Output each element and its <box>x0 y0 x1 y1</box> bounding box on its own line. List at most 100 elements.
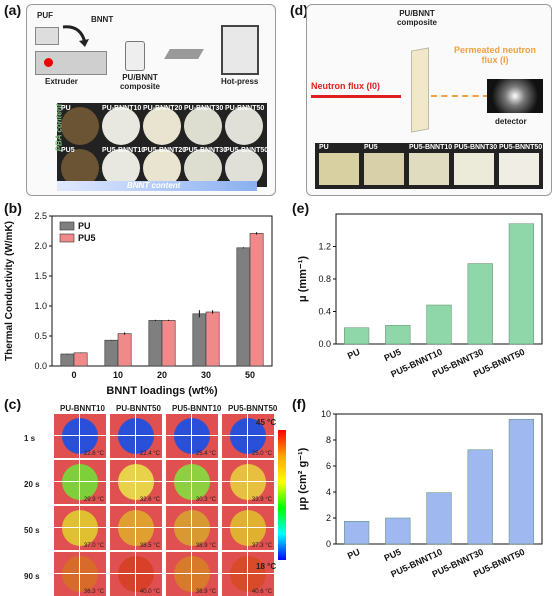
bar <box>385 517 411 545</box>
ir-cell: 38.9 °C <box>166 552 218 596</box>
bnnt-axis-label: BNNT content <box>127 181 181 190</box>
bar-pu5 <box>161 320 176 367</box>
y-tick-label: 2 <box>326 513 331 523</box>
ir-temp-readout: 37.3 °C <box>251 543 272 549</box>
ir-disk <box>230 418 266 454</box>
colorbar-min: 18 °C <box>256 562 277 571</box>
sample-disk <box>143 107 181 145</box>
ir-cell: 37.3 °C <box>222 506 274 550</box>
panel-d: PU/BNNT composite Neutron flux (I0) Perm… <box>306 4 552 196</box>
sample-label: PU-BNNT10 <box>102 105 142 112</box>
y-axis-label: Thermal Conductivity (W/mK) <box>4 221 15 361</box>
detector-label: detector <box>495 117 527 126</box>
ir-temp-readout: 33.9 °C <box>251 497 272 503</box>
ir-disk <box>230 510 266 546</box>
ir-cell: 40.6 °C <box>222 552 274 596</box>
bar-pu <box>104 339 119 367</box>
y-tick-label: 0 <box>326 539 331 549</box>
bar <box>343 327 370 345</box>
x-tick-label: PU5 <box>383 347 403 363</box>
sample-disk <box>102 107 140 145</box>
hotpress-label: Hot-press <box>221 77 259 86</box>
sample-disk <box>61 107 99 145</box>
ir-temp-readout: 22.4 °C <box>139 451 160 457</box>
ir-row-label: 1 s <box>24 434 36 443</box>
ir-temp-readout: 38.9 °C <box>195 589 216 595</box>
ir-cell: 40.0 °C <box>110 552 162 596</box>
bar-pu <box>192 313 207 367</box>
label-c: (c) <box>4 396 22 412</box>
square-sample-label: PU5-BNNT10 <box>409 144 453 151</box>
y-tick-label: 2.0 <box>34 241 47 251</box>
bnnt-axis-arrow <box>57 181 257 191</box>
label-a: (a) <box>4 2 22 18</box>
legend-label: PU5 <box>78 233 96 243</box>
legend-label: PU <box>78 221 91 231</box>
sample-grid: PU PU-BNNT10 PU-BNNT20 PU-BNNT30 PU-BNNT50 PU… <box>57 103 269 187</box>
x-tick-label: 20 <box>157 370 167 380</box>
bar <box>467 263 493 345</box>
sample-disk <box>184 107 222 145</box>
ir-col-label: PU-BNNT10 <box>60 404 105 413</box>
ir-cell: 22.6 °C <box>54 414 106 458</box>
ir-cell: 36.3 °C <box>54 552 106 596</box>
puf-block-icon <box>35 27 59 45</box>
sample-label: PU5-BNNT30 <box>184 147 228 154</box>
x-tick-label: 10 <box>113 370 123 380</box>
sample-disk <box>61 149 99 187</box>
y-tick-label: 0.8 <box>318 274 331 284</box>
bar <box>508 223 535 345</box>
pba-axis-label: PBA content <box>54 103 64 152</box>
ir-disk <box>118 556 154 592</box>
ir-disk <box>62 510 98 546</box>
sample-label: PU-BNNT30 <box>184 105 224 112</box>
y-axis-label: μ (mm⁻¹) <box>297 256 309 302</box>
square-sample <box>409 153 449 185</box>
ir-disk <box>118 510 154 546</box>
ir-cell: 38.9 °C <box>166 506 218 550</box>
square-sample-label: PU <box>319 144 329 151</box>
ir-temp-readout: 36.3 °C <box>83 589 104 595</box>
y-tick-label: 8 <box>326 435 331 445</box>
square-sample-label: PU5 <box>364 144 378 151</box>
ir-col-label: PU-BNNT50 <box>116 404 161 413</box>
sample-disk <box>225 107 263 145</box>
neutron-label: Neutron flux (I0) <box>311 81 380 91</box>
x-tick-label: PU <box>346 547 362 561</box>
colorbar <box>278 430 286 560</box>
y-tick-label: 0.5 <box>34 331 47 341</box>
label-e: (e) <box>292 200 310 216</box>
bar-pu <box>60 353 75 367</box>
label-b: (b) <box>4 200 22 216</box>
y-tick-label: 10 <box>321 409 331 419</box>
bar <box>343 521 370 545</box>
ir-disk <box>62 464 98 500</box>
sample-label: PU-BNNT50 <box>225 105 265 112</box>
y-tick-label: 1.5 <box>34 271 47 281</box>
ir-cell: 30.3 °C <box>166 460 218 504</box>
ir-temp-readout: 25.4 °C <box>195 451 216 457</box>
y-tick-label: 4 <box>326 487 331 497</box>
ir-temp-readout: 22.6 °C <box>83 451 104 457</box>
ir-cell: 38.5 °C <box>110 506 162 550</box>
ir-cell: 25.4 °C <box>166 414 218 458</box>
y-tick-label: 6 <box>326 461 331 471</box>
ir-row-label: 20 s <box>24 480 40 489</box>
ir-disk <box>118 418 154 454</box>
sample-label: PU5-BNNT50 <box>225 147 269 154</box>
square-sample <box>364 153 404 185</box>
sample-label: PU5 <box>61 147 75 154</box>
ir-row-label: 90 s <box>24 572 40 581</box>
puf-label: PUF <box>37 11 53 20</box>
ir-disk <box>118 464 154 500</box>
x-tick-label: 30 <box>201 370 211 380</box>
d-sample-strip: PU PU5 PU5-BNNT10 PU5-BNNT30 PU5-BNNT50 <box>315 143 543 189</box>
bnnt-label: BNNT <box>91 15 114 24</box>
bar-pu <box>236 247 251 367</box>
composite-slab <box>411 47 429 133</box>
ir-disk <box>174 556 210 592</box>
ir-temp-readout: 30.3 °C <box>195 497 216 503</box>
ir-disk <box>174 418 210 454</box>
y-tick-label: 0.0 <box>318 339 331 349</box>
ir-cell: 33.9 °C <box>222 460 274 504</box>
